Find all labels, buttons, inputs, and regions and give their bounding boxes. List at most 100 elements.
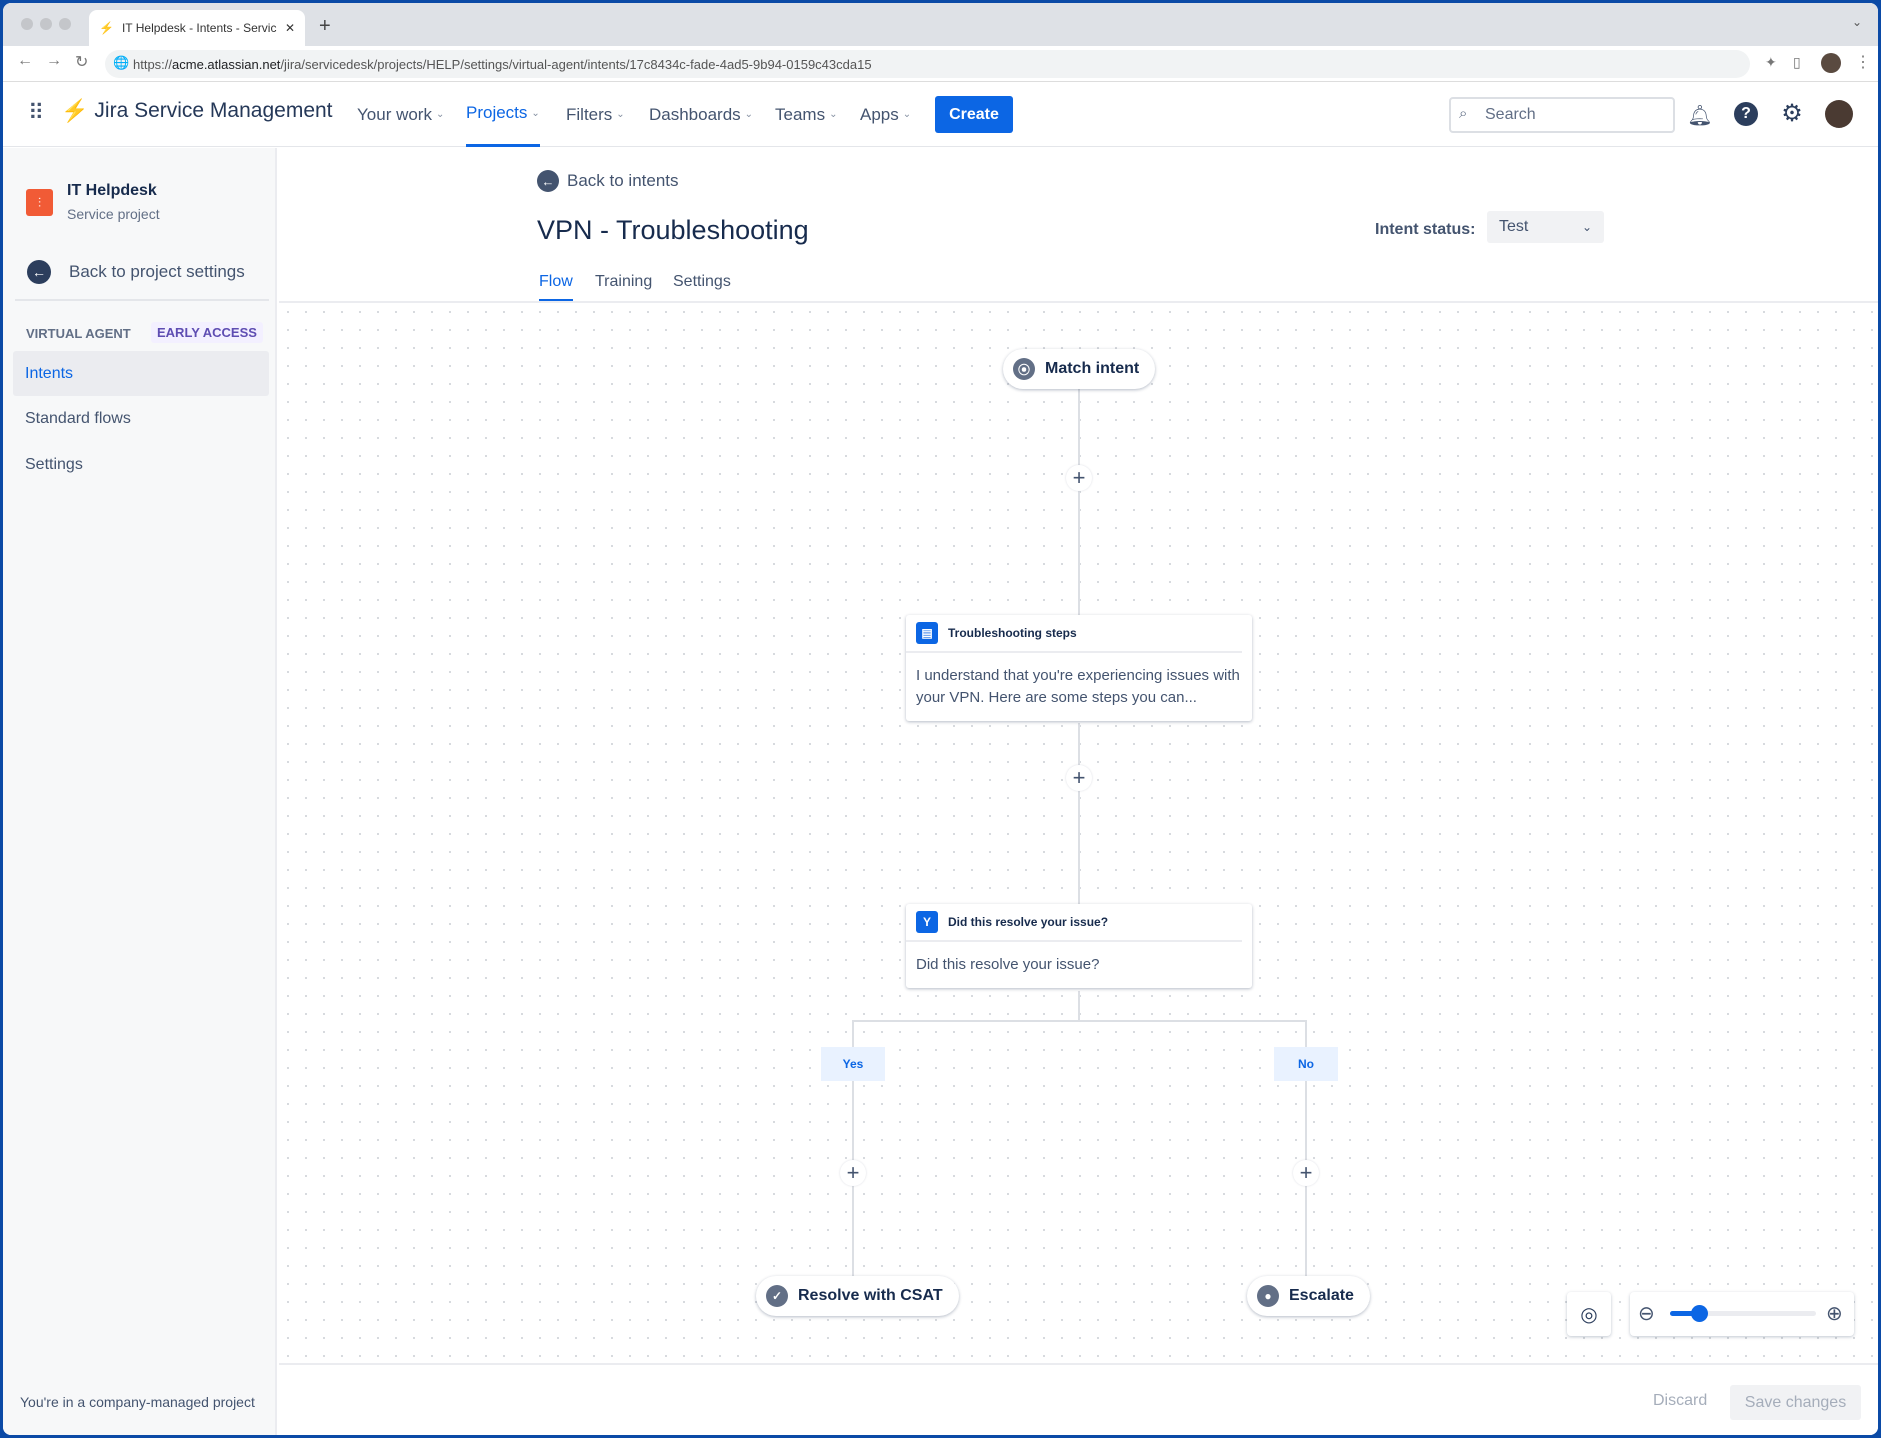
back-arrow-icon[interactable]: ← <box>17 52 33 69</box>
match-intent-node[interactable]: ⦿ Match intent <box>1003 349 1156 389</box>
jira-bolt-icon: ⚡ <box>99 21 114 35</box>
add-step-button[interactable]: + <box>1293 1160 1319 1186</box>
back-arrow-icon: ← <box>27 260 51 284</box>
node-body: I understand that you're experiencing is… <box>916 667 1240 706</box>
app-switcher-icon[interactable]: ⠿ <box>28 100 45 125</box>
back-to-project-settings-link[interactable]: ← Back to project settings <box>27 260 245 284</box>
zoom-slider[interactable] <box>1670 1305 1816 1322</box>
url-host: acme.atlassian.net <box>172 56 281 72</box>
nav-projects[interactable]: Projects ⌄ <box>466 82 540 147</box>
page-title: VPN - Troubleshooting <box>537 215 809 245</box>
top-navigation: ⠿ ⚡ Jira Service Management Your work ⌄ P… <box>3 82 1878 147</box>
back-label: Back to project settings <box>69 262 245 281</box>
chevron-down-icon: ⌄ <box>435 109 445 120</box>
nav-label: Apps <box>860 104 899 124</box>
nav-apps[interactable]: Apps ⌄ <box>860 82 911 147</box>
search-input[interactable]: ⌕ Search <box>1449 97 1675 133</box>
sidebar-item-settings[interactable]: Settings <box>13 442 269 487</box>
tab-settings[interactable]: Settings <box>673 273 731 290</box>
add-step-button[interactable]: + <box>1066 465 1092 491</box>
new-tab-button[interactable]: + <box>319 15 331 37</box>
resolve-csat-node[interactable]: ✓ Resolve with CSAT <box>756 1276 959 1316</box>
connector <box>852 1020 854 1276</box>
sidebar-item-intents[interactable]: Intents <box>13 351 269 396</box>
search-placeholder: Search <box>1485 106 1536 123</box>
settings-gear-icon[interactable]: ⚙ <box>1781 99 1803 127</box>
nav-filters[interactable]: Filters ⌄ <box>566 82 625 147</box>
tab-title: IT Helpdesk - Intents - Service <box>121 21 277 35</box>
footer-bar: Discard Save changes <box>279 1363 1878 1435</box>
sidebar-item-label: Settings <box>25 455 83 473</box>
branch-icon: Y <box>916 911 938 933</box>
tab-flow[interactable]: Flow <box>539 273 573 302</box>
window-maximize-button[interactable] <box>59 18 71 30</box>
window-close-button[interactable] <box>21 18 33 30</box>
sidebar-item-standard-flows[interactable]: Standard flows <box>13 396 269 441</box>
url-input[interactable]: 🌐 https://acme.atlassian.net/jira/servic… <box>105 50 1750 78</box>
forward-arrow-icon[interactable]: → <box>46 52 62 69</box>
site-info-icon[interactable]: 🌐 <box>113 55 130 70</box>
sidebar: ⫶ IT Helpdesk Service project ← Back to … <box>3 148 277 1435</box>
question-node[interactable]: Y Did this resolve your issue? Did this r… <box>906 904 1252 988</box>
nav-dashboards[interactable]: Dashboards ⌄ <box>649 82 753 147</box>
browser-menu-icon[interactable]: ⋮ <box>1855 54 1871 71</box>
add-step-button[interactable]: + <box>840 1160 866 1186</box>
zoom-slider-handle[interactable] <box>1691 1305 1709 1322</box>
zoom-slider-fill <box>1670 1311 1700 1316</box>
tab-list-chevron-icon[interactable]: ⌄ <box>1851 15 1862 29</box>
zoom-control: ⊖ ⊕ <box>1630 1292 1854 1336</box>
branch-yes-label[interactable]: Yes <box>821 1047 885 1081</box>
url-scheme: https:// <box>133 56 173 72</box>
user-avatar[interactable] <box>1825 100 1853 128</box>
create-button[interactable]: Create <box>935 96 1013 133</box>
nav-your-work[interactable]: Your work ⌄ <box>357 82 444 147</box>
tab-training[interactable]: Training <box>595 273 653 290</box>
message-node[interactable]: ▤ Troubleshooting steps I understand that… <box>906 615 1252 721</box>
escalate-node[interactable]: ● Escalate <box>1247 1276 1370 1316</box>
connector <box>1305 1020 1307 1276</box>
nav-label: Dashboards <box>649 104 741 124</box>
close-tab-icon[interactable]: ✕ <box>284 21 295 35</box>
chevron-down-icon: ⌄ <box>531 107 540 119</box>
window-minimize-button[interactable] <box>40 18 52 30</box>
help-icon[interactable]: ? <box>1734 102 1758 126</box>
chevron-down-icon: ⌄ <box>616 109 625 120</box>
status-value: Test <box>1499 218 1529 235</box>
product-logo[interactable]: ⚡ Jira Service Management <box>61 98 333 124</box>
save-changes-button[interactable]: Save changes <box>1730 1385 1861 1420</box>
back-label: Back to intents <box>567 171 679 190</box>
chevron-down-icon: ⌄ <box>1581 220 1592 234</box>
browser-profile-avatar[interactable] <box>1821 53 1841 73</box>
product-name: Jira Service Management <box>94 99 333 122</box>
node-label: Resolve with CSAT <box>798 1287 943 1304</box>
discard-button[interactable]: Discard <box>1653 1392 1708 1409</box>
nav-teams[interactable]: Teams ⌄ <box>775 82 837 147</box>
intent-status-label: Intent status: <box>1375 221 1476 238</box>
zoom-out-icon[interactable]: ⊖ <box>1638 1303 1655 1325</box>
target-icon: ◎ <box>1580 1303 1598 1326</box>
zoom-in-icon[interactable]: ⊕ <box>1826 1303 1843 1325</box>
recenter-button[interactable]: ◎ <box>1567 1292 1611 1336</box>
chevron-down-icon: ⌄ <box>902 109 912 120</box>
flow-canvas[interactable]: ⦿ Match intent + ▤ Troubleshooting steps I… <box>279 301 1878 1363</box>
address-bar-row: ← → ↻ 🌐 https://acme.atlassian.net/jira/… <box>3 46 1878 82</box>
main-content: ← Back to intents VPN - Troubleshooting … <box>279 148 1878 1435</box>
browser-tab[interactable]: ⚡ IT Helpdesk - Intents - Service ✕ <box>89 10 305 46</box>
sidebar-item-label: Standard flows <box>25 409 131 427</box>
intent-status-select[interactable]: Test ⌄ <box>1487 211 1604 243</box>
reload-icon[interactable]: ↻ <box>75 54 89 71</box>
back-arrow-icon: ← <box>537 170 559 192</box>
project-name: IT Helpdesk <box>67 182 157 199</box>
browser-tab-bar: ⚡ IT Helpdesk - Intents - Service ✕ + ⌄ <box>3 3 1878 46</box>
notifications-bell-icon[interactable]: 🔔︎ <box>1687 104 1713 127</box>
sidepanel-icon[interactable]: ▯ <box>1793 54 1801 70</box>
extensions-icon[interactable]: ✦ <box>1765 54 1777 70</box>
node-label: Match intent <box>1045 360 1140 377</box>
add-step-button[interactable]: + <box>1066 765 1092 791</box>
connector <box>1078 723 1080 904</box>
back-to-intents-link[interactable]: ← Back to intents <box>537 170 679 192</box>
chevron-down-icon: ⌄ <box>829 109 838 120</box>
divider <box>15 299 269 301</box>
connector <box>1078 389 1080 615</box>
branch-no-label[interactable]: No <box>1274 1047 1338 1081</box>
